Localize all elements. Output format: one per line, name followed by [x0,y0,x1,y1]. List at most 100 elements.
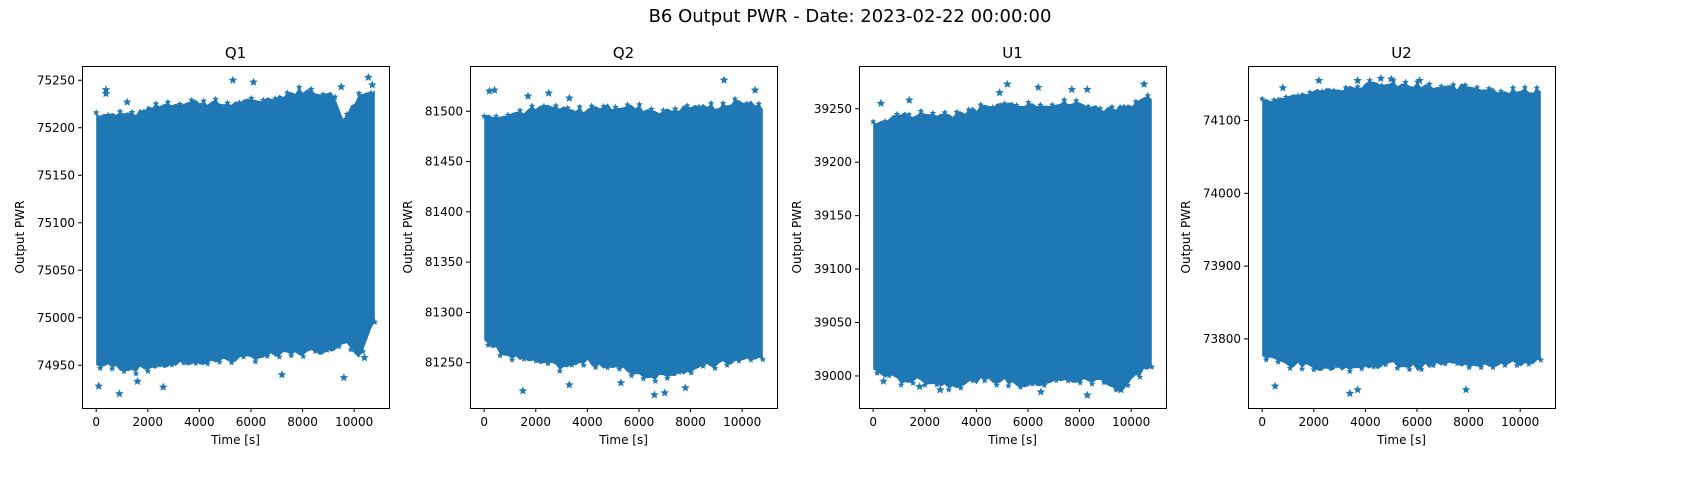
figure-title: B6 Output PWR - Date: 2023-02-22 00:00:0… [648,6,1052,27]
edge-marker [711,364,719,372]
edge-marker [516,107,524,114]
edge-marker [1100,379,1108,386]
data-point [159,382,168,391]
edge-marker [168,361,176,368]
edge-marker [1306,89,1314,96]
edge-marker [1088,380,1096,387]
edge-marker [248,94,255,102]
edge-marker [1390,76,1397,84]
edge-marker [1461,81,1469,88]
edge-marker [719,99,727,107]
data-point [1083,85,1092,94]
edge-marker [1136,373,1144,380]
y-tick-label: 39250 [814,102,852,116]
edge-marker [735,357,743,364]
data-point [485,86,494,95]
data-point [133,376,142,385]
edge-marker [628,372,635,379]
edge-marker [1049,101,1056,108]
edge-marker [660,106,667,114]
edge-marker [1132,98,1140,105]
data-point [936,385,945,394]
edge-marker [311,347,319,354]
edge-marker [484,341,492,348]
edge-marker [687,369,695,376]
x-tick-label: 8000 [675,415,706,429]
edge-marker [1148,363,1156,370]
edge-marker [1037,101,1044,108]
edge-marker [1378,82,1385,89]
data-point [360,353,369,362]
data-point [364,72,373,81]
edge-marker [520,355,528,362]
data-point [750,85,760,94]
edge-marker [640,375,647,382]
edge-marker [1370,363,1377,370]
x-tick-label: 0 [480,415,488,429]
x-tick-label: 2000 [133,415,164,429]
edge-marker [1064,377,1072,384]
edge-marker [371,318,379,325]
subplot-q1: 0 2000 4000 6000 8000 10000 74950 75000 75050 751… [13,44,390,447]
edge-marker [1473,83,1481,91]
data-point [122,97,132,106]
edge-marker [671,105,679,112]
data-point [228,75,238,84]
edge-marker [1509,84,1517,91]
edge-marker [1144,91,1152,99]
x-tick-label: 6000 [1013,415,1044,429]
edge-marker [675,368,683,375]
x-axis-label: Time [s] [1376,433,1426,447]
data-point [339,373,349,382]
edge-marker [1013,101,1020,109]
edge-marker [1525,360,1533,367]
data-point [879,376,888,385]
x-axis-label: Time [s] [987,433,1037,447]
data-point [1353,76,1362,85]
data-point [1353,385,1362,394]
edge-marker [977,101,984,108]
x-tick-label: 0 [869,415,877,429]
data-point [719,75,729,84]
edge-marker [556,367,564,374]
y-tick-label: 39150 [814,209,852,223]
edge-marker [1270,96,1278,103]
edge-marker [367,89,375,96]
x-tick-label: 4000 [184,415,215,429]
edge-marker [272,95,279,102]
edge-marker [1029,380,1036,387]
edge-marker [1124,381,1132,389]
data-band [484,100,763,381]
edge-marker [1274,358,1282,365]
edge-marker [224,99,231,106]
edge-marker [1017,383,1024,390]
data-point [905,95,914,104]
edge-marker [1120,103,1128,110]
edge-marker [969,377,976,384]
edge-marker [1533,84,1541,91]
edge-marker [957,384,965,391]
x-tick-label: 2000 [1299,415,1330,429]
data-point [650,390,659,399]
data-point [1386,74,1396,83]
edge-marker [1334,362,1342,369]
data-point [616,378,626,387]
data-point [1270,381,1280,390]
edge-marker [759,355,767,363]
data-point [1345,388,1355,398]
edge-marker [604,364,611,371]
edge-marker [116,108,124,115]
edge-marker [652,377,659,384]
x-tick-label: 6000 [236,415,267,429]
data-point [1415,76,1424,85]
edge-marker [1402,78,1409,85]
x-tick-label: 2000 [521,415,552,429]
edge-marker [600,102,607,110]
edge-marker [1477,363,1485,371]
x-tick-label: 2000 [910,415,941,429]
x-tick-label: 0 [92,415,100,429]
edge-marker [540,102,548,109]
edge-marker [945,386,953,393]
plot-area [480,75,767,399]
edge-marker [707,99,715,107]
